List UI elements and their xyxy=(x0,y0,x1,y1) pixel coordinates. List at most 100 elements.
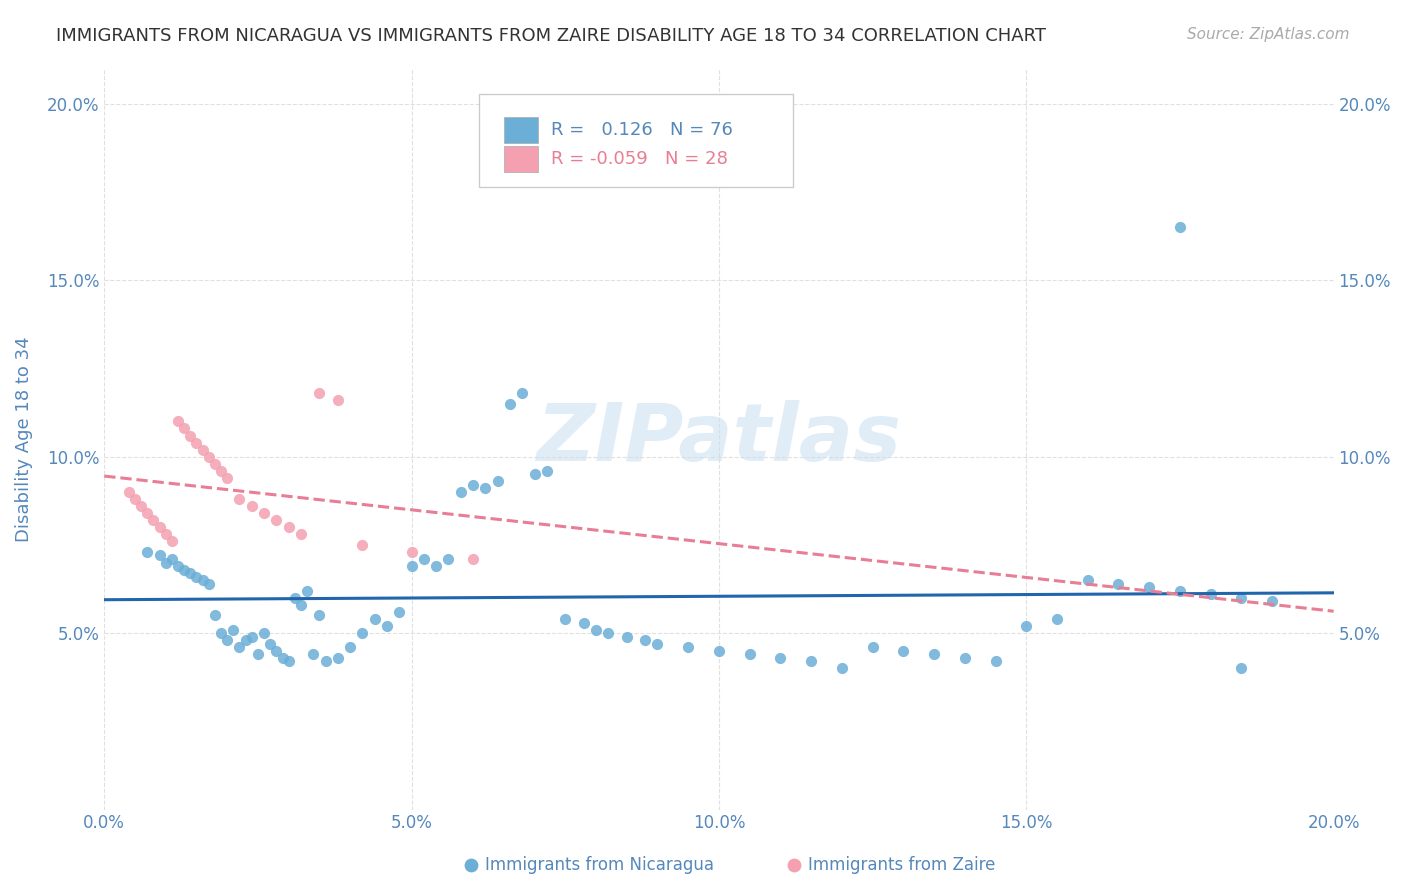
Point xyxy=(155,527,177,541)
Point xyxy=(290,598,312,612)
Point xyxy=(474,482,496,496)
Point xyxy=(707,644,730,658)
Point xyxy=(412,552,434,566)
Point xyxy=(862,640,884,655)
Point xyxy=(1230,591,1253,605)
Point xyxy=(308,608,330,623)
Point xyxy=(186,569,208,583)
Point xyxy=(271,650,294,665)
Point xyxy=(148,549,170,563)
Point xyxy=(129,499,152,513)
Point xyxy=(142,513,165,527)
Point xyxy=(634,633,657,648)
Point xyxy=(437,552,460,566)
Point xyxy=(136,545,159,559)
Point xyxy=(554,612,576,626)
Point xyxy=(499,397,522,411)
Point xyxy=(246,647,269,661)
Point xyxy=(253,506,276,520)
Point xyxy=(572,615,595,630)
Point xyxy=(160,534,183,549)
Point xyxy=(266,513,288,527)
Point xyxy=(253,626,276,640)
Point xyxy=(228,491,250,506)
Point xyxy=(1168,220,1191,235)
Point xyxy=(167,414,190,428)
Point xyxy=(167,559,190,574)
Point xyxy=(800,654,823,668)
Point xyxy=(1015,619,1038,633)
Point xyxy=(197,450,219,464)
Point xyxy=(222,623,245,637)
Point xyxy=(228,640,250,655)
Point xyxy=(277,654,299,668)
Point xyxy=(364,612,387,626)
Text: Source: ZipAtlas.com: Source: ZipAtlas.com xyxy=(1187,27,1350,42)
Point xyxy=(616,630,638,644)
Point xyxy=(186,435,208,450)
Point xyxy=(388,605,411,619)
Point xyxy=(922,647,945,661)
Point xyxy=(425,559,447,574)
Bar xyxy=(503,146,538,172)
Point xyxy=(179,566,201,581)
Text: R = -0.059   N = 28: R = -0.059 N = 28 xyxy=(551,150,727,169)
Point xyxy=(486,475,509,489)
Text: Immigrants from Zaire: Immigrants from Zaire xyxy=(808,856,995,874)
Point xyxy=(240,630,263,644)
Point xyxy=(259,637,281,651)
Point xyxy=(352,626,374,640)
Text: ZIPatlas: ZIPatlas xyxy=(537,400,901,478)
Point xyxy=(155,556,177,570)
Point xyxy=(204,457,226,471)
Point xyxy=(326,650,349,665)
Text: R =   0.126   N = 76: R = 0.126 N = 76 xyxy=(551,120,733,138)
Point xyxy=(585,623,607,637)
Point xyxy=(315,654,337,668)
Point xyxy=(738,647,761,661)
Point xyxy=(1108,576,1130,591)
FancyBboxPatch shape xyxy=(479,95,793,187)
Point xyxy=(160,552,183,566)
Point xyxy=(401,559,423,574)
Point xyxy=(295,583,318,598)
Point xyxy=(209,464,232,478)
Point xyxy=(510,386,533,401)
Point xyxy=(326,393,349,408)
Point xyxy=(179,428,201,442)
Point xyxy=(536,464,558,478)
Point xyxy=(217,633,239,648)
Point xyxy=(450,485,472,500)
Point xyxy=(1077,573,1099,587)
Text: Immigrants from Nicaragua: Immigrants from Nicaragua xyxy=(485,856,714,874)
Point xyxy=(217,471,239,485)
Point xyxy=(284,591,307,605)
Point xyxy=(984,654,1007,668)
Point xyxy=(191,573,214,587)
Point xyxy=(1168,583,1191,598)
Point xyxy=(598,626,620,640)
Point xyxy=(1137,580,1160,594)
Point xyxy=(647,637,669,651)
Point xyxy=(191,442,214,457)
Point xyxy=(240,499,263,513)
Point xyxy=(235,633,257,648)
Point xyxy=(339,640,361,655)
Point xyxy=(352,538,374,552)
Point xyxy=(401,545,423,559)
Point xyxy=(461,478,484,492)
Point xyxy=(266,644,288,658)
Point xyxy=(375,619,398,633)
Point xyxy=(302,647,325,661)
Point xyxy=(290,527,312,541)
Point xyxy=(769,650,792,665)
Point xyxy=(197,576,219,591)
Point xyxy=(148,520,170,534)
Point xyxy=(308,386,330,401)
Point xyxy=(831,661,853,675)
Point xyxy=(204,608,226,623)
Point xyxy=(676,640,699,655)
Point xyxy=(1046,612,1069,626)
Point xyxy=(891,644,914,658)
Point xyxy=(124,491,146,506)
